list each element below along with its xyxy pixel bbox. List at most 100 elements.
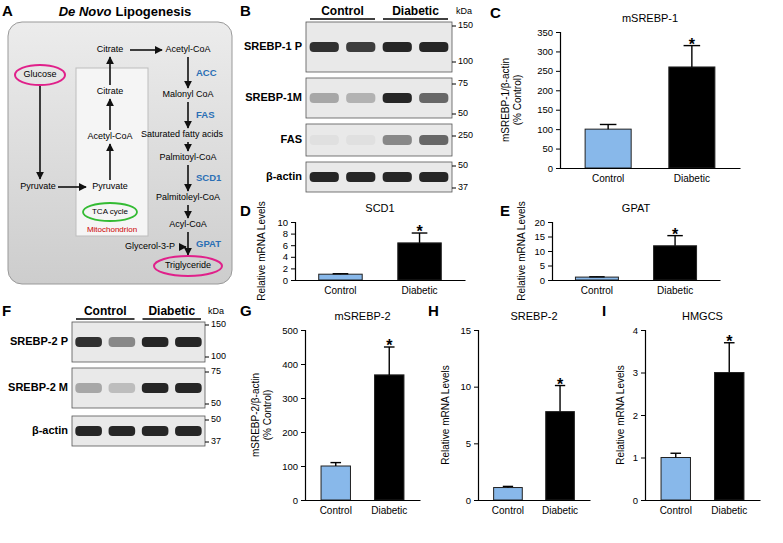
y-tick-label: 0 [466,495,471,506]
blot-band [383,42,412,52]
y-tick-label: 500 [282,325,298,336]
error-cap [670,453,681,454]
blot-band [310,93,339,103]
bar [654,246,697,280]
x-axis: ControlDiabetic [646,500,761,516]
significance-marker: * [726,333,733,350]
y-axis: 0100200300400500 [282,325,305,506]
y-tick: 0 [293,495,305,506]
blot-band [310,135,339,145]
y-tick: 0 [633,495,645,506]
y-tick-label: 8 [283,228,288,239]
y-tick-label: 150 [537,104,553,115]
y-tick-label: 15 [460,325,471,336]
diagram-title: De NovoLipogenesis [59,4,192,19]
metabolite: Pyruvate [20,181,56,191]
marker-label: 37 [211,436,221,446]
y-tick: 4 [283,251,295,262]
y-tick: 0 [540,275,552,286]
x-axis: ControlDiabetic [561,168,741,184]
y-tick-mark [641,330,645,331]
blot-band [346,42,375,52]
y-tick-mark [556,51,560,52]
blot-band [75,426,102,436]
y-tick-label: 250 [537,65,553,76]
marker-tick [452,84,456,85]
blot-band [175,337,202,347]
y-tick-mark [556,32,560,33]
y-tick-mark [291,268,295,269]
y-tick-mark [556,90,560,91]
y-tick-mark [641,458,645,459]
significance-marker: * [672,226,679,243]
y-tick: 300 [282,393,305,404]
bar [575,277,618,280]
blot-band [419,135,448,145]
bar-chart: D0246810ControlDiabeticSCD1Relative mRNA… [240,201,466,300]
y-axis-title: (% Control) [512,75,523,126]
unit-label: kDa [208,306,224,316]
y-tick: 8 [283,228,295,239]
y-axis-line [641,331,646,501]
x-axis-line [553,280,721,281]
western-blot: FControlDiabetickDaSREBP-2 P150100SREBP-… [2,302,226,446]
error-cap [503,486,513,487]
bar-chart: I01234ControlDiabeticHMGCSRelative mRNA … [602,302,761,516]
x-tick: Control [320,500,352,516]
y-tick-mark [556,71,560,72]
group-header: Control [84,304,127,318]
y-tick-label: 50 [542,143,553,154]
diagram-box [8,22,232,284]
plot-marks [494,386,575,500]
y-tick-label: 300 [537,46,553,57]
y-tick: 500 [282,325,305,336]
marker-label: 150 [211,319,226,329]
y-tick-label: 10 [277,217,288,228]
marker-tick [452,188,456,189]
marker-label: 75 [458,78,468,88]
y-tick-mark [641,500,645,501]
y-tick-mark [641,373,645,374]
blot-strip [306,162,452,192]
arrow [187,57,189,88]
arrow [187,232,189,255]
bar-chart: E05101520ControlDiabeticGPATRelative mRN… [500,201,721,300]
y-tick: 200 [537,85,560,96]
x-tick: Control [581,280,613,296]
y-tick-label: 100 [537,124,553,135]
y-tick-label: 2 [633,410,638,421]
y-tick: 2 [283,263,295,274]
title-italic: De Novo [59,4,112,19]
y-tick-mark [291,234,295,235]
x-axis-line [296,280,466,281]
metabolite: Citrate [97,44,124,54]
x-tick-label: Diabetic [674,173,710,184]
y-tick: 100 [282,461,305,472]
arrow [187,102,189,128]
x-tick: Diabetic [401,280,437,296]
y-tick: 300 [537,46,560,57]
y-axis: 05101520 [534,217,552,286]
significance-marker: * [689,36,696,53]
error-cap [333,273,349,274]
y-tick: 20 [534,217,552,228]
y-tick: 10 [460,381,478,392]
y-tick: 350 [537,27,560,38]
y-axis-title: (% Control) [262,390,273,441]
x-axis: ControlDiabetic [296,280,466,296]
y-tick: 10 [534,246,552,257]
metabolite: Acetyl-CoA [87,131,132,141]
error-cap [600,124,617,125]
y-tick: 0 [466,495,478,506]
y-tick-mark [548,251,552,252]
y-tick-mark [548,222,552,223]
metabolite: Malonyl CoA [162,89,213,99]
significance-marker: * [416,223,423,240]
blot-band [346,93,375,103]
x-axis: ControlDiabetic [306,500,421,516]
x-axis-line [479,500,591,501]
x-tick-label: Diabetic [542,505,578,516]
enzyme: SCD1 [196,172,222,183]
y-tick: 1 [633,452,645,463]
y-axis-title: Relative mRNA Levels [440,365,451,464]
